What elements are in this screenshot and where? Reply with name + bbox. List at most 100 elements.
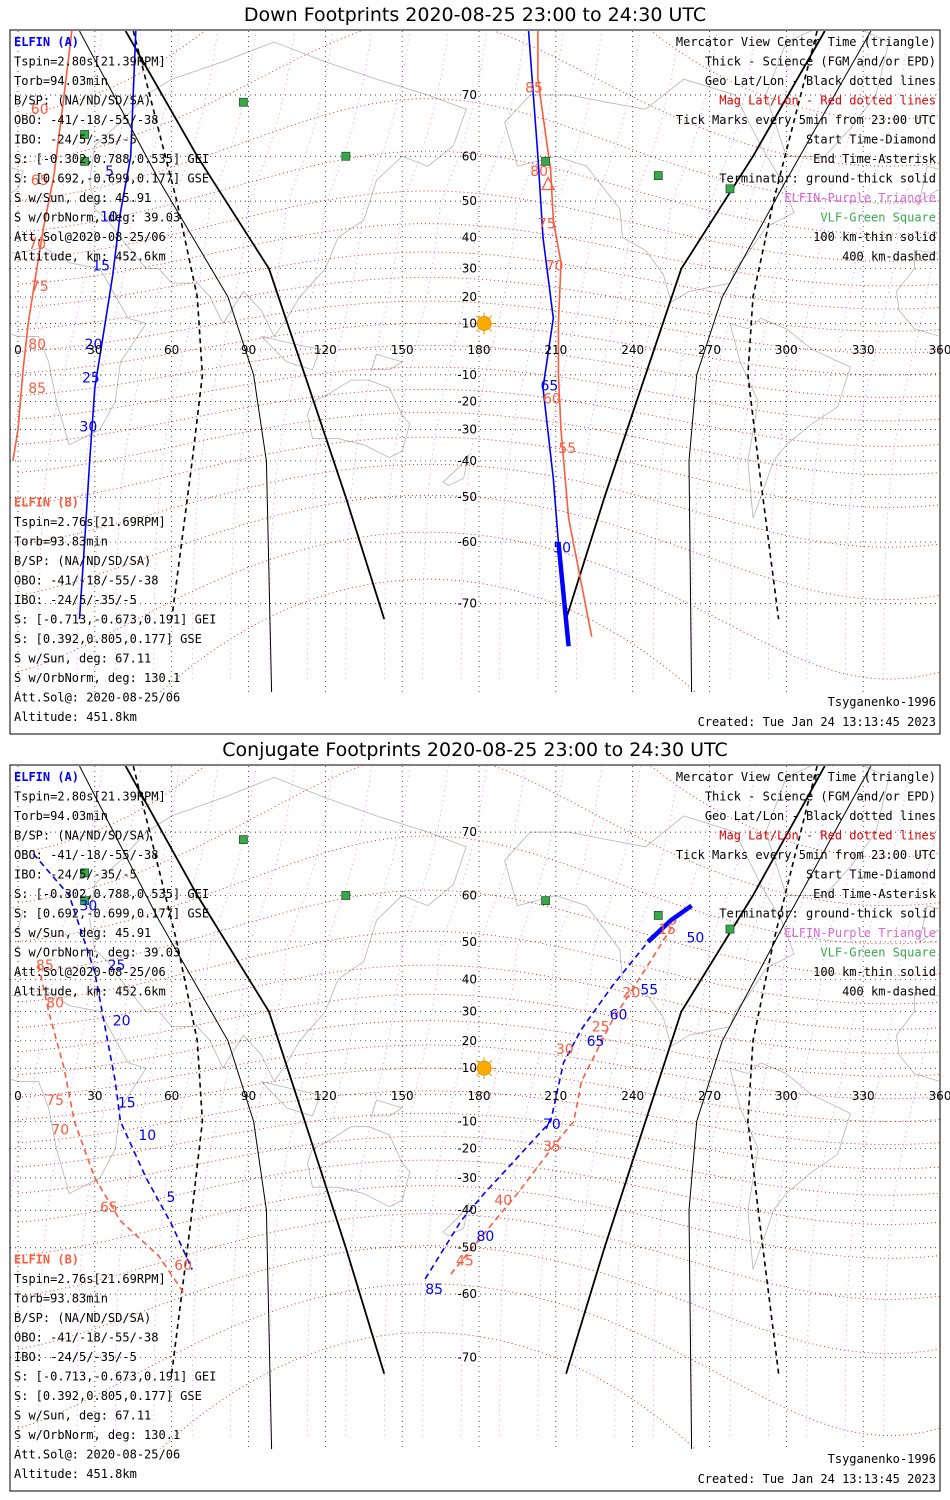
conj-legend-item: Mag Lat/Lon - Red dotted lines (719, 829, 936, 843)
down-tick-label: 85 (525, 80, 543, 96)
down-y-tick-label: -60 (457, 535, 477, 549)
conj-tick-label: 25 (108, 958, 126, 974)
conj-sun-ray (475, 1072, 480, 1077)
down-tick-label: 50 (553, 540, 571, 556)
down-x-tick-label: 300 (775, 343, 798, 357)
conj-footer-model: Tsyganenko-1996 (828, 1452, 936, 1466)
down-info-a-line: IBO: -24/5/-35/-5 (14, 133, 137, 147)
conj-terminator-thick (565, 766, 826, 1374)
conj-info-a-line: S w/Sun, deg: 45.91 (14, 926, 151, 940)
down-tick-label: 85 (28, 381, 46, 397)
down-info-a-line: B/SP: (NA/ND/SD/SA) (14, 94, 151, 108)
conj-y-tick-label: -40 (457, 1203, 477, 1217)
down-legend-item: Tick Marks every 5min from 23:00 UTC (676, 113, 936, 127)
conj-info-a-line: Torb=94.03min (14, 809, 108, 823)
conj-tick-label: 30 (556, 1042, 574, 1058)
conj-coastline (729, 1062, 851, 1270)
down-x-tick-label: 210 (544, 343, 567, 357)
down-info-a-line: Att.Sol@2020-08-25/06 (14, 230, 166, 244)
down-track-elfin-a (78, 31, 137, 620)
down-tick-label: 70 (546, 259, 564, 275)
down-info-b-line: Tspin=2.76s[21.69RPM] (14, 515, 166, 529)
conj-y-tick-label: 40 (462, 972, 477, 986)
down-y-tick-label: -30 (457, 423, 477, 437)
down-tick-label: 5 (105, 164, 114, 180)
down-sun-ray (488, 328, 493, 332)
conj-vlf-station (653, 910, 663, 920)
conj-legend-item: Thick - Science (FGM and/or EPD) (705, 790, 936, 804)
down-y-tick-label: -10 (457, 368, 477, 382)
down-tick-label: 25 (82, 370, 100, 386)
down-y-tick-label: 60 (462, 149, 477, 163)
down-mag-parallel (17, 150, 940, 235)
down-mag-parallel (159, 578, 696, 692)
down-center-time-triangle (541, 176, 556, 191)
conj-track-elfin-b (450, 919, 677, 1275)
conj-legend-item: End Time-Asterisk (813, 887, 937, 901)
conj-info-b-line: IBO: -24/5/-35/-5 (14, 1350, 137, 1364)
down-vlf-station (541, 156, 550, 166)
conj-terminator-thick (124, 766, 386, 1374)
down-tick-label: 80 (28, 337, 46, 353)
conj-coastline (260, 1080, 321, 1117)
conj-sun-icon (476, 1060, 492, 1076)
conj-x-tick-label: 330 (852, 1089, 875, 1103)
down-info-b-header: ELFIN (B) (14, 496, 79, 510)
conj-x-tick-label: 360 (929, 1089, 950, 1103)
down-legend-item: ELFIN-Purple Triangle (784, 191, 936, 205)
down-x-tick-label: 330 (852, 343, 875, 357)
down-coastline (10, 167, 24, 195)
down-y-tick-label: -20 (457, 394, 477, 408)
down-info-b-line: B/SP: (NA/ND/SD/SA) (14, 554, 151, 568)
down-mag-parallel (17, 345, 940, 398)
down-coastline (765, 31, 890, 157)
down-info-b-line: IBO: -24/5/-35/-5 (14, 593, 137, 607)
conj-y-tick-label: 60 (462, 888, 477, 902)
down-coastline (306, 379, 411, 459)
down-x-tick-label: 360 (929, 343, 950, 357)
conj-track-science-segment (646, 903, 693, 944)
down-coastline (260, 335, 321, 371)
conj-tick-label: 70 (543, 1117, 561, 1133)
down-sun-ray (475, 328, 480, 332)
down-y-tick-label: 50 (462, 194, 477, 208)
conj-coastline (765, 766, 890, 896)
down-legend-item: VLF-Green Square (820, 211, 936, 225)
conj-tick-label: 35 (543, 1139, 561, 1155)
conj-mag-parallel (17, 1020, 940, 1077)
down-track-science-segment (556, 541, 571, 647)
conj-mag-parallel (17, 835, 940, 945)
down-tick-label: 75 (31, 279, 49, 295)
conj-x-tick-label: 0 (14, 1089, 22, 1103)
down-coastline (10, 246, 147, 446)
down-track-elfin-a (527, 31, 570, 647)
chart-title-down: Down Footprints 2020-08-25 23:00 to 24:3… (243, 4, 707, 26)
conj-info-b-line: Torb=93.83min (14, 1292, 108, 1306)
down-info-a-line: Torb=94.03min (14, 74, 108, 88)
down-tick-label: 80 (530, 164, 548, 180)
conj-tick-label: 55 (640, 982, 658, 998)
conj-coastline (89, 776, 467, 1083)
down-tick-label: 75 (538, 217, 556, 233)
down-sun-ray (488, 315, 493, 319)
down-legend-item: Mag Lat/Lon - Red dotted lines (719, 94, 936, 108)
conj-tick-label: 20 (622, 986, 640, 1002)
down-y-tick-label: 40 (462, 230, 477, 244)
down-track-elfin-b (537, 31, 593, 637)
conj-tick-label: 45 (456, 1253, 474, 1269)
down-y-tick-label: 70 (462, 88, 477, 102)
conj-info-a-line: Att.Sol@2020-08-25/06 (14, 965, 166, 979)
conj-mag-parallel (17, 930, 940, 1005)
down-x-tick-label: 0 (14, 343, 22, 357)
down-legend-item: 400 km-dashed (842, 250, 936, 264)
down-tick-label: 10 (100, 209, 118, 225)
down-y-tick-label: 10 (462, 316, 477, 330)
down-info-b-line: Att.Sol@: 2020-08-25/06 (14, 691, 180, 705)
conj-tick-label: 10 (138, 1128, 156, 1144)
down-terminator-dashed (132, 31, 204, 620)
conj-info-b-line: Att.Sol@: 2020-08-25/06 (14, 1448, 180, 1462)
conj-tick-label: 80 (476, 1229, 494, 1245)
conj-info-b-line: S: [-0.713,-0.673,0.191] GEI (14, 1370, 216, 1384)
conj-mag-parallel (17, 889, 940, 977)
down-vlf-station (725, 184, 735, 194)
